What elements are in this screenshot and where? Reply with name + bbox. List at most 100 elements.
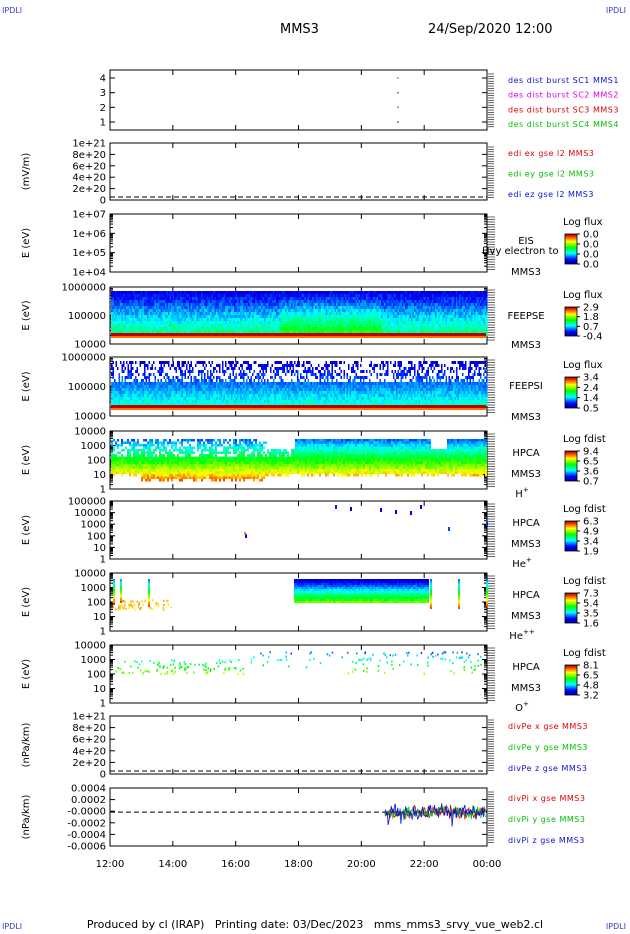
heatmap-cell [136,315,138,318]
heatmap-cell [189,385,191,388]
heatmap-cell [471,321,473,324]
heatmap-cell [442,318,444,321]
heatmap-cell [435,291,437,294]
heatmap-cell [316,291,318,294]
heatmap-cell [472,330,474,333]
heatmap-cell [393,306,395,309]
heatmap-cell [445,321,447,324]
y-tick-label: 1e+07 [72,210,106,221]
heatmap-cell [268,300,270,303]
heatmap-cell [454,294,456,297]
heatmap-cell [132,373,134,376]
heatmap-cell [399,294,401,297]
heatmap-cell [292,321,294,324]
heatmap-cell [199,291,201,294]
heatmap-cell [462,300,464,303]
heatmap-cell [124,376,126,379]
heatmap-cell [195,291,197,294]
heatmap-cell [210,370,212,373]
heatmap-cell [295,294,297,297]
heatmap-cell [301,300,303,303]
heatmap-cell [348,291,350,294]
heatmap-cell [273,315,275,318]
heatmap-cell [277,297,279,300]
heatmap-cell [190,385,192,388]
heatmap-cell [318,300,320,303]
heatmap-cell [306,321,308,324]
legend-entry: edi ez gse l2 MMS3 [508,190,594,199]
heatmap-cell [217,400,219,403]
heatmap-cell [172,400,174,403]
heatmap-cell [235,297,237,300]
heatmap-cell [226,315,228,318]
heatmap-cell [382,294,384,297]
heatmap-cell [198,391,200,394]
heatmap-cell [445,306,447,309]
heatmap-cell [165,379,167,382]
heatmap-cell [226,321,228,324]
heatmap-cell [331,318,333,321]
heatmap-cell [322,330,324,333]
heatmap-cell [142,385,144,388]
heatmap-cell [466,309,468,312]
heatmap-cell [372,297,374,300]
heatmap-cell [463,294,465,297]
heatmap-cell [154,367,156,370]
colorbar-tick-label: 0.0 [583,260,599,271]
heatmap-cell [297,324,299,327]
heatmap-cell [184,330,186,333]
heatmap-cell [331,303,333,306]
heatmap-cell [153,318,155,321]
heatmap-cell [381,303,383,306]
heatmap-cell [280,315,282,318]
heatmap-cell [240,321,242,324]
heatmap-cell [265,303,267,306]
heatmap-cell [384,309,386,312]
heatmap-cell [226,327,228,330]
heatmap-cell [250,324,252,327]
heatmap-cell [199,385,201,388]
heatmap-cell [484,309,486,312]
heatmap-cell [216,291,218,294]
heatmap-cell [387,321,389,324]
heatmap-cell [136,397,138,400]
heatmap-cell [409,321,411,324]
heatmap-cell [204,388,206,391]
heatmap-cell [198,361,200,364]
heatmap-cell [210,294,212,297]
heatmap-cell [394,318,396,321]
heatmap-cell [327,321,329,324]
heatmap-cell [318,297,320,300]
heatmap-cell [427,294,429,297]
heatmap-cell [238,294,240,297]
heatmap-cell [264,303,266,306]
heatmap-cell [169,297,171,300]
heatmap-cell [348,297,350,300]
heatmap-cell [121,294,123,297]
heatmap-cell [163,364,165,367]
heatmap-cell [469,297,471,300]
heatmap-cell [279,303,281,306]
heatmap-cell [381,321,383,324]
heatmap-cell [270,318,272,321]
heatmap-cell [483,315,485,318]
heatmap-cell [303,303,305,306]
heatmap-cell [307,297,309,300]
heatmap-cell [403,309,405,312]
heatmap-cell [262,312,264,315]
heatmap-cell [151,309,153,312]
heatmap-cell [151,324,153,327]
heatmap-cell [162,370,164,373]
heatmap-cell [189,291,191,294]
heatmap-cell [120,291,122,294]
heatmap-cell [178,394,180,397]
heatmap-cell [171,318,173,321]
heatmap-cell [141,306,143,309]
heatmap-cell [373,324,375,327]
heatmap-cell [201,385,203,388]
heatmap-cell [181,309,183,312]
heatmap-cell [391,312,393,315]
heatmap-cell [205,330,207,333]
heatmap-cell [288,297,290,300]
heatmap-cell [139,321,141,324]
